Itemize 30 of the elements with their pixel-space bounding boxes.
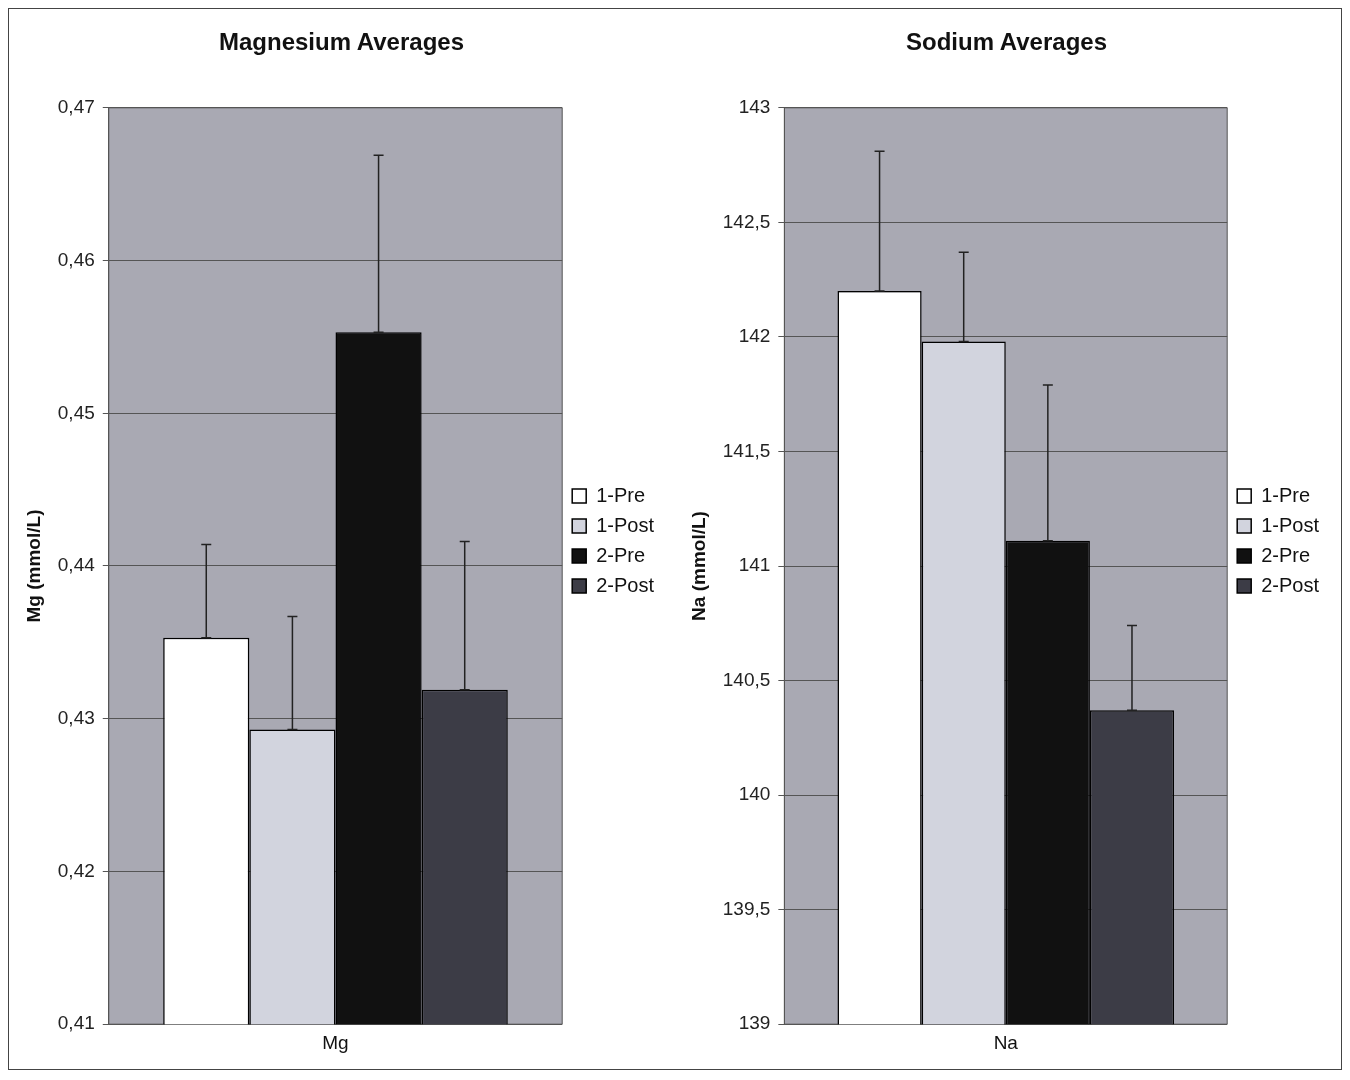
y-tick-label: 140 [738,783,771,805]
y-tick-label: 139 [738,1012,771,1034]
y-tick-label: 0,47 [57,96,95,118]
y-tick-label: 0,42 [57,859,95,881]
y-tick-label: 140,5 [722,668,771,690]
y-tick-label: 143 [738,96,771,118]
y-tick-label: 0,46 [57,248,95,270]
y-tick-label: 0,43 [57,706,95,728]
y-axis-title: Mg (mmol/L) [22,509,44,623]
x-tick-label: Mg [322,1031,349,1053]
y-tick-label: 141,5 [722,439,771,461]
legend-label: 2-Pre [1261,543,1311,566]
legend-label: 1-Pre [596,483,646,506]
y-tick-label: 142,5 [722,210,771,232]
chart-title: Sodium Averages [906,28,1107,56]
legend-label: 1-Post [1261,513,1320,536]
legend-label: 2-Post [596,573,655,596]
x-tick-label: Na [993,1031,1019,1053]
legend-label: 1-Pre [1261,483,1311,506]
y-tick-label: 0,45 [57,401,95,423]
y-tick-label: 0,44 [57,554,96,576]
y-axis-title: Na (mmol/L) [687,511,709,621]
chart-title: Magnesium Averages [219,28,464,56]
y-tick-label: 142 [738,325,771,347]
legend-label: 1-Post [596,513,655,536]
y-tick-label: 141 [738,554,771,576]
y-tick-label: 0,41 [57,1012,95,1034]
y-tick-label: 139,5 [722,897,771,919]
legend-label: 2-Post [1261,573,1320,596]
legend-label: 2-Pre [596,543,646,566]
